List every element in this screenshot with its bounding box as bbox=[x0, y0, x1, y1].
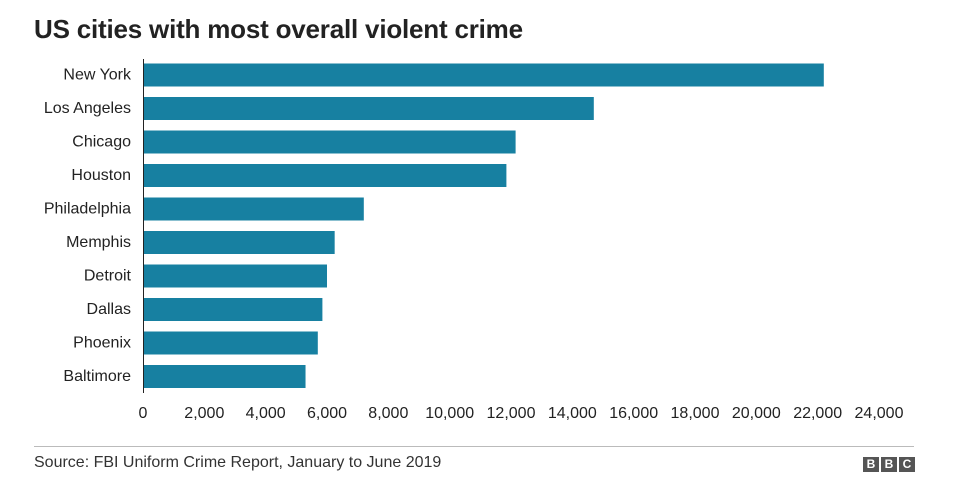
category-label: Phoenix bbox=[73, 335, 131, 352]
x-tick-label: 0 bbox=[139, 405, 148, 422]
x-tick-label: 10,000 bbox=[425, 405, 474, 422]
logo-letter: B bbox=[881, 457, 897, 472]
bar bbox=[144, 164, 507, 187]
category-label: Houston bbox=[71, 167, 131, 184]
x-tick-label: 14,000 bbox=[548, 405, 597, 422]
x-axis-tick-labels: 0 2,000 4,000 6,000 8,000 10,000 12,000 14,000 1… bbox=[139, 405, 904, 422]
bbc-logo: B B C bbox=[863, 457, 915, 472]
bar bbox=[144, 331, 318, 355]
category-labels: New York Los Angeles Chicago Houston Philade… bbox=[44, 67, 132, 386]
category-label: Baltimore bbox=[63, 368, 131, 385]
bar bbox=[144, 231, 335, 254]
category-label: Philadelphia bbox=[44, 201, 131, 218]
logo-letter: C bbox=[899, 457, 915, 472]
x-tick-label: 18,000 bbox=[671, 405, 720, 422]
x-tick-label: 22,000 bbox=[793, 405, 842, 422]
x-tick-label: 6,000 bbox=[307, 405, 347, 422]
x-tick-label: 16,000 bbox=[609, 405, 658, 422]
bar bbox=[144, 130, 516, 154]
category-label: Dallas bbox=[87, 301, 131, 318]
bar bbox=[144, 97, 594, 120]
bar bbox=[144, 264, 327, 288]
category-label: New York bbox=[63, 67, 132, 84]
bars-layer bbox=[144, 63, 824, 388]
bar bbox=[144, 197, 364, 221]
logo-letter: B bbox=[863, 457, 879, 472]
category-label: Detroit bbox=[84, 268, 132, 285]
category-label: Los Angeles bbox=[44, 100, 131, 117]
chart-title: US cities with most overall violent crim… bbox=[34, 14, 523, 44]
x-tick-label: 2,000 bbox=[184, 405, 224, 422]
x-tick-label: 12,000 bbox=[487, 405, 536, 422]
bar bbox=[144, 365, 306, 388]
footer-divider bbox=[34, 446, 914, 447]
x-tick-label: 20,000 bbox=[732, 405, 781, 422]
source-note: Source: FBI Uniform Crime Report, Januar… bbox=[34, 454, 442, 471]
category-label: Memphis bbox=[66, 234, 131, 251]
bar bbox=[144, 298, 323, 321]
x-tick-label: 4,000 bbox=[246, 405, 286, 422]
x-tick-label: 24,000 bbox=[855, 405, 904, 422]
x-tick-label: 8,000 bbox=[368, 405, 408, 422]
bar-chart: New York Los Angeles Chicago Houston Philade… bbox=[44, 59, 904, 422]
bar bbox=[144, 63, 824, 87]
category-label: Chicago bbox=[72, 134, 131, 151]
